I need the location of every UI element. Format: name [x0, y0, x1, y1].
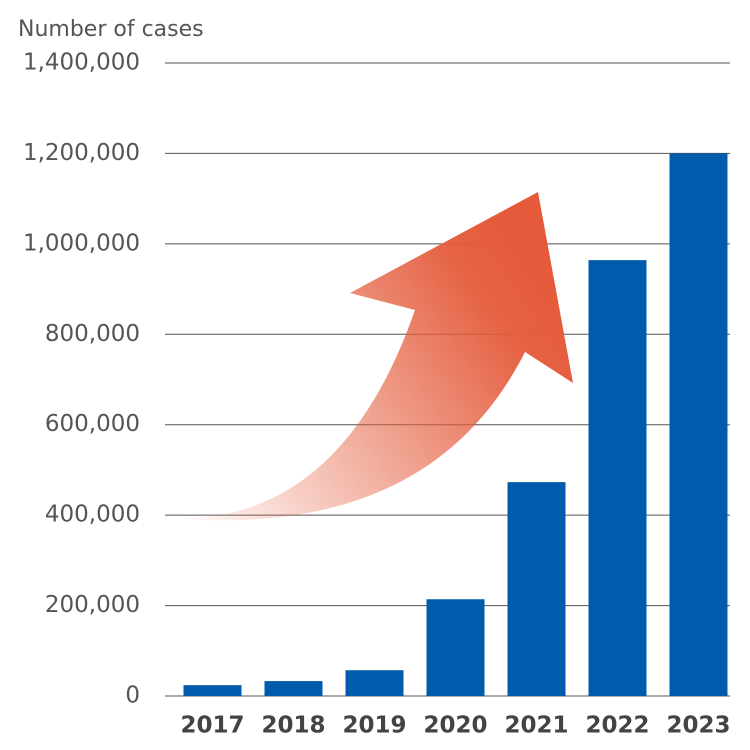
bar — [183, 685, 242, 696]
x-tick-label: 2020 — [423, 713, 487, 739]
bar — [345, 670, 404, 696]
y-tick-label: 600,000 — [45, 411, 140, 437]
y-tick-label: 1,000,000 — [23, 230, 140, 256]
bars — [183, 153, 728, 696]
y-axis-label: Number of cases — [18, 17, 204, 42]
bar — [669, 153, 728, 696]
y-tick-label: 200,000 — [45, 592, 140, 618]
y-tick-label: 400,000 — [45, 502, 140, 528]
y-tick-label: 1,200,000 — [23, 140, 140, 166]
bar — [264, 681, 323, 696]
x-tick-label: 2021 — [504, 713, 568, 739]
bar — [426, 599, 485, 696]
bar — [507, 482, 566, 696]
trend-arrow — [170, 192, 573, 521]
x-tick-label: 2018 — [261, 713, 325, 739]
x-tick-label: 2023 — [666, 713, 730, 739]
labels: 0 200,000 400,000 600,000 800,000 1,000,000 1,… — [23, 50, 731, 739]
x-tick-label: 2019 — [342, 713, 406, 739]
y-tick-label: 0 — [125, 683, 140, 709]
y-tick-label: 1,400,000 — [23, 50, 140, 76]
x-tick-label: 2017 — [180, 713, 244, 739]
bar — [588, 260, 647, 696]
y-tick-label: 800,000 — [45, 321, 140, 347]
x-tick-label: 2022 — [585, 713, 649, 739]
